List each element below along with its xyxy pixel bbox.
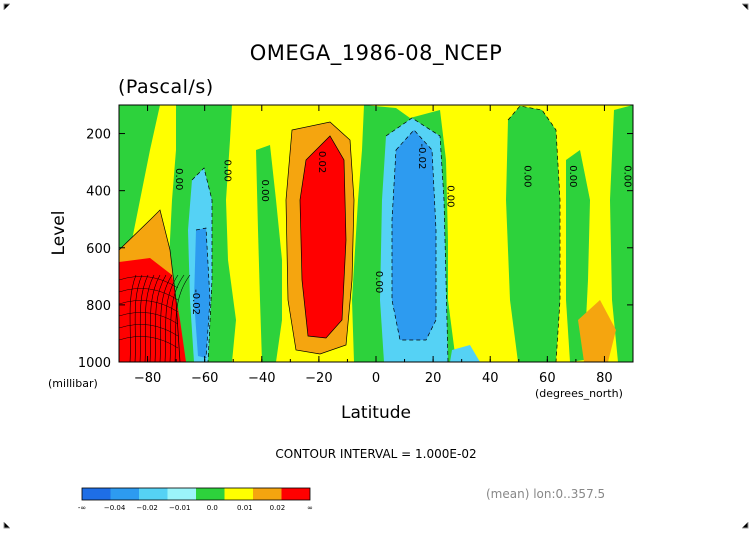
y-axis-title: Level	[49, 211, 69, 256]
colorbar-label: 0.01	[237, 504, 253, 512]
contour-label: 0.00	[373, 271, 384, 293]
x-tick-label: 80	[596, 371, 613, 386]
contour-labels: 0.00 0.00 0.00 0.02 -0.02 0.00 0.00 0.00 0.00 0.0…	[173, 143, 632, 315]
green-region-nh-pole	[610, 105, 633, 362]
colorbar-swatch	[253, 488, 282, 500]
blue-region-sh-65	[194, 228, 210, 358]
colorbar-swatch	[82, 488, 111, 500]
green-region-sh-40	[256, 145, 282, 362]
y-axis-ticks: 200 400 600 800 1000	[78, 128, 633, 371]
x-axis-title: Latitude	[341, 403, 411, 423]
antarctic-contour-line	[154, 274, 167, 362]
x-tick-label: −60	[191, 371, 218, 386]
antarctic-contour-line	[144, 274, 155, 362]
antarctic-contour-line	[139, 274, 149, 362]
blue-region-ascent-core	[392, 130, 436, 340]
y-tick-label: 1000	[78, 356, 111, 371]
antarctic-contour-line	[119, 336, 179, 349]
red-region-sh-20	[300, 136, 346, 338]
colorbar-label: −0.02	[136, 504, 157, 512]
x-tick-label: 20	[425, 371, 442, 386]
antarctic-contour-line	[129, 274, 137, 362]
x-tick-label: −80	[134, 371, 161, 386]
antarctic-contour-line	[119, 312, 179, 325]
x-tick-label: 60	[539, 371, 556, 386]
colorbar-frame	[81, 487, 311, 501]
y-tick-label: 600	[86, 242, 111, 257]
colorbar-swatch	[167, 488, 196, 500]
contour-label: 0.00	[444, 185, 455, 207]
colorbar-swatch	[281, 488, 310, 500]
orange-region-nh-80	[578, 300, 616, 362]
antarctic-contour-line	[119, 324, 179, 337]
dashed-contours	[191, 105, 561, 362]
red-region-antarctic	[119, 258, 186, 362]
colorbar-label: 0.02	[270, 504, 286, 512]
units-subtitle: (Pascal/s)	[118, 76, 214, 98]
contour-interval-text: CONTOUR INTERVAL = 1.000E-02	[275, 447, 476, 461]
x-tick-label: 0	[372, 371, 380, 386]
y-tick-label: 400	[86, 185, 111, 200]
x-axis-ticks: −80 −60 −40 −20 0 20 40 60 80	[118, 105, 634, 386]
antarctic-contour-line	[164, 274, 179, 362]
antarctic-contour-line	[119, 288, 179, 301]
colorbar: -∞ −0.04 −0.02 −0.01 0.0 0.01 0.02 ∞	[78, 487, 313, 512]
plot-area: 0.00 0.00 0.00 0.02 -0.02 0.00 0.00 0.00 0.00 0.0…	[119, 105, 633, 362]
x-tick-label: 40	[482, 371, 499, 386]
cyan-region-small	[450, 345, 480, 362]
antarctic-contour-lines	[119, 274, 191, 362]
colorbar-swatch	[224, 488, 253, 500]
y-tick-label: 200	[86, 128, 111, 143]
x-tick-label: −40	[248, 371, 275, 386]
antarctic-contour-line	[169, 274, 185, 362]
contour-label: -0.02	[416, 143, 427, 169]
colorbar-label: ∞	[307, 504, 313, 512]
antarctic-contour-line	[119, 300, 179, 313]
antarctic-contour-line	[119, 276, 179, 289]
colorbar-swatch	[196, 488, 225, 500]
contour-label: -0.02	[190, 289, 201, 315]
y-tick-label: 800	[86, 299, 111, 314]
contour-label: 0.02	[316, 151, 327, 173]
green-region-nh-65	[566, 150, 590, 362]
colorbar-swatch	[110, 488, 139, 500]
x-tick-label: −20	[305, 371, 332, 386]
antarctic-contour-line	[134, 274, 143, 362]
corner-marks	[3, 3, 749, 529]
contour-label: 0.00	[621, 165, 632, 187]
contour-label: 0.00	[222, 160, 233, 182]
contour-label: 0.00	[259, 180, 270, 202]
colorbar-label: -∞	[78, 504, 86, 512]
contour-label: 0.00	[173, 168, 184, 190]
x-axis-units: (degrees_north)	[535, 387, 623, 400]
contour-label: 0.00	[521, 165, 532, 187]
footer-lon-range: (mean) lon:0..357.5	[486, 487, 605, 501]
colorbar-label: −0.01	[169, 504, 190, 512]
solid-contours	[119, 121, 355, 362]
y-axis-units: (millibar)	[48, 377, 98, 390]
colorbar-swatch	[139, 488, 168, 500]
contour-label: 0.00	[567, 165, 578, 187]
antarctic-contour-line	[174, 274, 191, 362]
colorbar-label: 0.0	[207, 504, 218, 512]
antarctic-contour-line	[149, 274, 161, 362]
chart-title: OMEGA_1986-08_NCEP	[250, 41, 503, 66]
green-region-nh-55	[506, 106, 560, 362]
colorbar-label: −0.04	[104, 504, 126, 512]
